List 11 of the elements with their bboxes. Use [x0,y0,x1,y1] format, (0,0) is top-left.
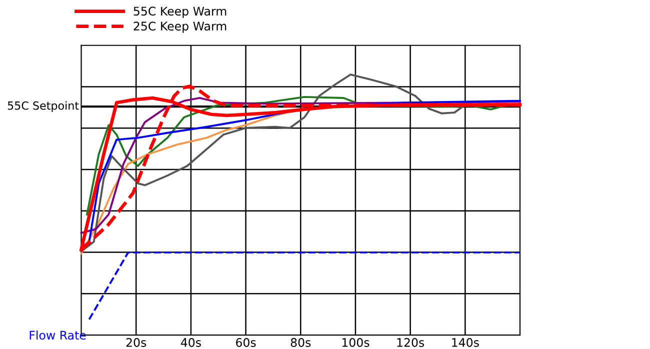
x-tick-label: 80s [290,338,311,347]
x-tick-label: 20s [126,338,146,347]
x-tick-label: 100s [342,338,370,347]
legend-label: 55C Keep Warm [134,6,226,18]
ref-line-label: 55C Setpoint [8,101,79,112]
x-tick-label: 40s [180,338,201,347]
x-tick-label: 120s [397,338,424,347]
x-tick-label: 60s [236,338,256,347]
x-tick-label: 140s [452,338,479,347]
legend-label: 25C Keep Warm [134,22,226,33]
annotation: Flow Rate [30,330,86,340]
